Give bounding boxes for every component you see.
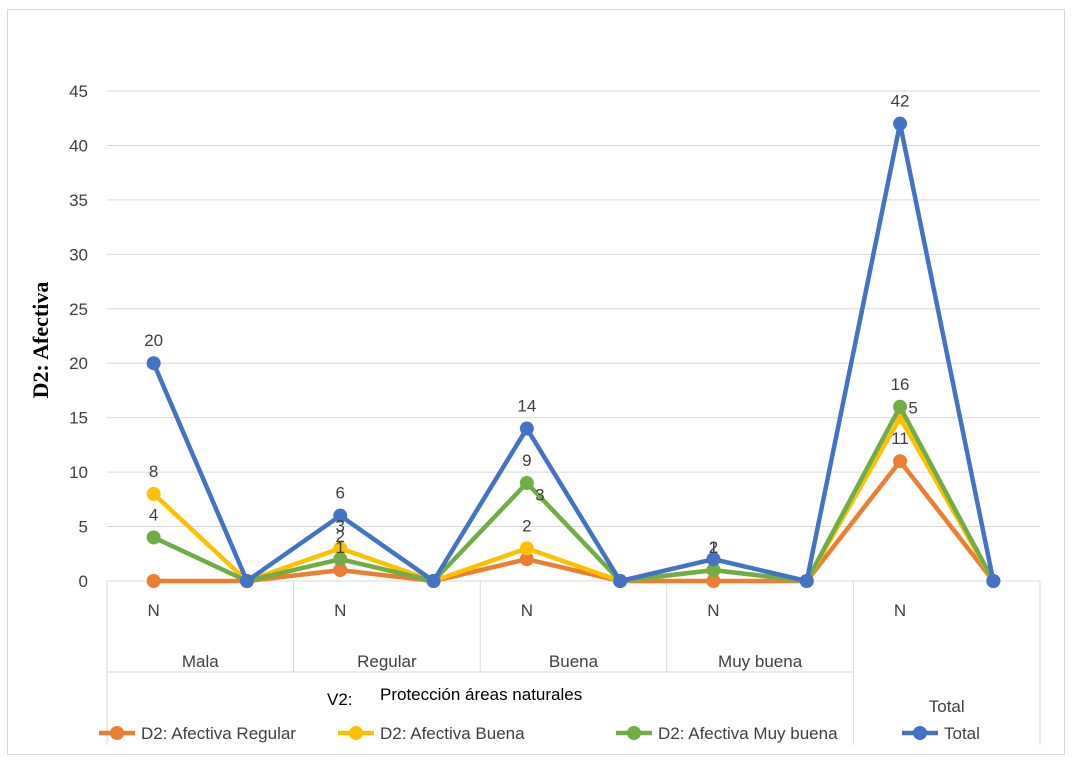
- data-point: [333, 508, 348, 523]
- data-point: [146, 574, 161, 588]
- legend-marker: [913, 726, 927, 740]
- data-label: 2: [336, 527, 345, 546]
- y-tick-label: 0: [79, 572, 88, 591]
- data-point: [706, 552, 721, 567]
- x-axis-title-prefix: V2:: [327, 690, 353, 709]
- legend-label: Total: [944, 724, 980, 743]
- data-point: [613, 574, 628, 588]
- data-label: 2: [709, 538, 718, 557]
- data-label: 6: [336, 484, 345, 503]
- x-axis-title: Protección áreas naturales: [380, 685, 582, 704]
- series-line: [152, 404, 996, 584]
- data-point: [706, 563, 721, 578]
- legend-marker: [349, 726, 363, 740]
- data-label: 9: [522, 451, 531, 470]
- y-tick-label: 30: [69, 245, 88, 264]
- data-point: [519, 541, 534, 556]
- data-point: [519, 421, 534, 436]
- legend-label: D2: Afectiva Buena: [380, 724, 525, 743]
- y-tick-label: 15: [69, 409, 88, 428]
- data-label: 2: [522, 516, 531, 535]
- data-point: [239, 574, 254, 588]
- data-point: [986, 574, 1001, 588]
- y-tick-label: 45: [69, 82, 88, 101]
- data-point: [426, 574, 441, 588]
- data-point: [893, 454, 908, 469]
- data-point: [706, 574, 721, 588]
- series-lines: [146, 116, 1001, 588]
- data-point: [519, 552, 534, 567]
- data-point: [146, 486, 161, 501]
- data-label: 42: [891, 92, 910, 111]
- category-label: Regular: [357, 652, 417, 671]
- data-point: [893, 399, 908, 414]
- data-label: 3: [336, 516, 345, 535]
- data-point: [333, 541, 348, 556]
- y-tick-label: 5: [79, 518, 88, 537]
- category-label: Total: [929, 697, 965, 716]
- data-point: [146, 356, 161, 371]
- data-point: [519, 476, 534, 490]
- data-label: 3: [535, 486, 544, 505]
- data-label: 8: [149, 462, 158, 481]
- data-point: [146, 530, 161, 545]
- data-label: 20: [144, 331, 163, 350]
- y-tick-label: 40: [69, 136, 88, 155]
- y-tick-label: 10: [69, 463, 88, 482]
- category-sub-label: N: [334, 601, 346, 620]
- category-sub-label: N: [148, 601, 160, 620]
- series-line: [152, 415, 996, 584]
- y-tick-label: 25: [69, 300, 88, 319]
- legend: D2: Afectiva Regular D2: Afectiva Buena D2…: [99, 724, 980, 743]
- data-label: 4: [149, 505, 158, 524]
- data-label: 5: [908, 398, 917, 417]
- data-label: 1: [336, 538, 345, 557]
- series-line: [151, 121, 996, 584]
- chart-frame: [7, 9, 1065, 755]
- legend-marker: [110, 726, 124, 740]
- y-axis-ticks: 0 5 10 15 20 25 30 35 40 45: [69, 82, 88, 591]
- y-axis-title: D2: Afectiva: [28, 282, 53, 399]
- category-sub-label: N: [707, 601, 719, 620]
- category-sub-label: N: [894, 601, 906, 620]
- category-axis: N Mala N Regular N Buena N Muy buena N Total: [106, 581, 1041, 745]
- legend-label: D2: Afectiva Muy buena: [658, 724, 838, 743]
- category-label: Mala: [182, 652, 219, 671]
- data-point: [333, 552, 348, 567]
- legend-marker: [627, 726, 641, 740]
- category-label: Buena: [549, 652, 599, 671]
- data-label: 14: [517, 397, 536, 416]
- data-label: 1: [709, 538, 718, 557]
- data-point: [333, 563, 348, 578]
- y-tick-label: 20: [69, 354, 88, 373]
- legend-label: D2: Afectiva Regular: [141, 724, 296, 743]
- data-point: [893, 116, 908, 131]
- category-label: Muy buena: [718, 652, 803, 671]
- y-tick-label: 35: [69, 191, 88, 210]
- data-label: 16: [891, 375, 910, 394]
- series-line: [153, 458, 996, 584]
- category-sub-label: N: [521, 601, 533, 620]
- data-point: [799, 574, 814, 588]
- data-label: 11: [891, 429, 909, 448]
